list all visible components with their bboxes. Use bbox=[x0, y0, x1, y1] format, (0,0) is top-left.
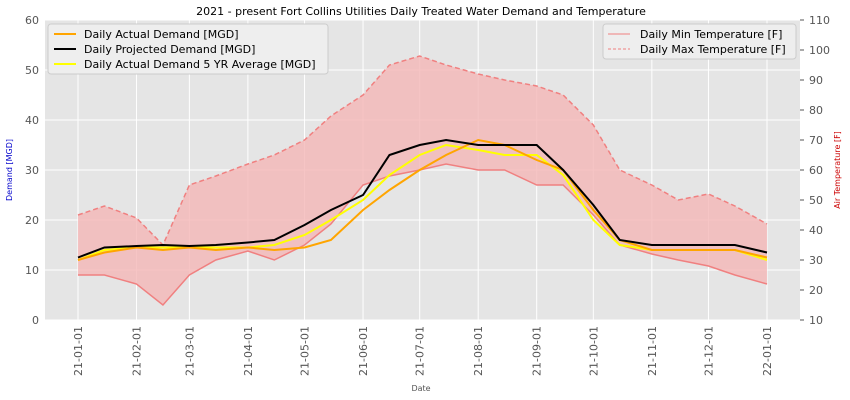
legend-label-average: Daily Actual Demand 5 YR Average [MGD] bbox=[84, 58, 316, 71]
left-axis: 0 10 20 30 40 50 60 bbox=[25, 14, 39, 327]
right-tick-label: 20 bbox=[809, 284, 823, 297]
right-tick-label: 60 bbox=[809, 164, 823, 177]
x-tick-label: 21-06-01 bbox=[357, 326, 370, 376]
x-tick-label: 21-03-01 bbox=[183, 326, 196, 376]
right-tick-label: 70 bbox=[809, 134, 823, 147]
right-tick-label: 100 bbox=[809, 44, 830, 57]
right-tick-label: 50 bbox=[809, 194, 823, 207]
left-tick-label: 0 bbox=[32, 314, 39, 327]
right-axis: 10 20 30 40 50 60 70 80 90 100 110 bbox=[800, 14, 830, 327]
x-tick-label: 22-01-01 bbox=[761, 326, 774, 376]
right-tick-label: 30 bbox=[809, 254, 823, 267]
right-tick-label: 80 bbox=[809, 104, 823, 117]
right-tick-label: 90 bbox=[809, 74, 823, 87]
left-tick-label: 10 bbox=[25, 264, 39, 277]
x-tick-label: 21-01-01 bbox=[72, 326, 85, 376]
legend-left: Daily Actual Demand [MGD] Daily Projecte… bbox=[47, 23, 329, 75]
x-axis: 21-01-01 21-02-01 21-03-01 21-04-01 21-05-01… bbox=[72, 326, 774, 376]
series-line-actual bbox=[77, 138, 768, 261]
series-line-temp-max bbox=[77, 55, 768, 247]
series-line-projected bbox=[77, 138, 768, 259]
left-tick-label: 60 bbox=[25, 14, 39, 27]
legend-left-box bbox=[47, 23, 329, 75]
x-tick-label: 21-11-01 bbox=[646, 326, 659, 376]
x-tick-label: 21-08-01 bbox=[472, 326, 485, 376]
legend-label-actual: Daily Actual Demand [MGD] bbox=[84, 28, 239, 41]
x-tick-label: 21-12-01 bbox=[702, 326, 715, 376]
x-tick-label: 21-05-01 bbox=[299, 326, 312, 376]
left-tick-label: 50 bbox=[25, 64, 39, 77]
legend-label-temp-max: Daily Max Temperature [F] bbox=[640, 43, 786, 56]
series-layer bbox=[77, 55, 768, 307]
legend-label-temp-min: Daily Min Temperature [F] bbox=[640, 28, 782, 41]
legend-right: Daily Min Temperature [F] Daily Max Temp… bbox=[602, 23, 797, 60]
right-tick-label: 40 bbox=[809, 224, 823, 237]
chart-title: 2021 - present Fort Collins Utilities Da… bbox=[196, 5, 646, 18]
left-tick-label: 20 bbox=[25, 214, 39, 227]
x-tick-label: 21-02-01 bbox=[131, 326, 144, 376]
x-tick-label: 21-07-01 bbox=[414, 326, 427, 376]
right-tick-label: 10 bbox=[809, 314, 823, 327]
x-axis-label: Date bbox=[411, 384, 430, 393]
x-tick-label: 21-10-01 bbox=[587, 326, 600, 376]
legend-label-projected: Daily Projected Demand [MGD] bbox=[84, 43, 255, 56]
left-tick-label: 30 bbox=[25, 164, 39, 177]
x-tick-label: 21-09-01 bbox=[531, 326, 544, 376]
right-axis-label: Air Temperature [F] bbox=[833, 131, 842, 209]
left-axis-label: Demand [MGD] bbox=[5, 139, 14, 201]
right-tick-label: 110 bbox=[809, 14, 830, 27]
left-tick-label: 40 bbox=[25, 114, 39, 127]
legend-right-box bbox=[602, 23, 797, 60]
x-tick-label: 21-04-01 bbox=[242, 326, 255, 376]
